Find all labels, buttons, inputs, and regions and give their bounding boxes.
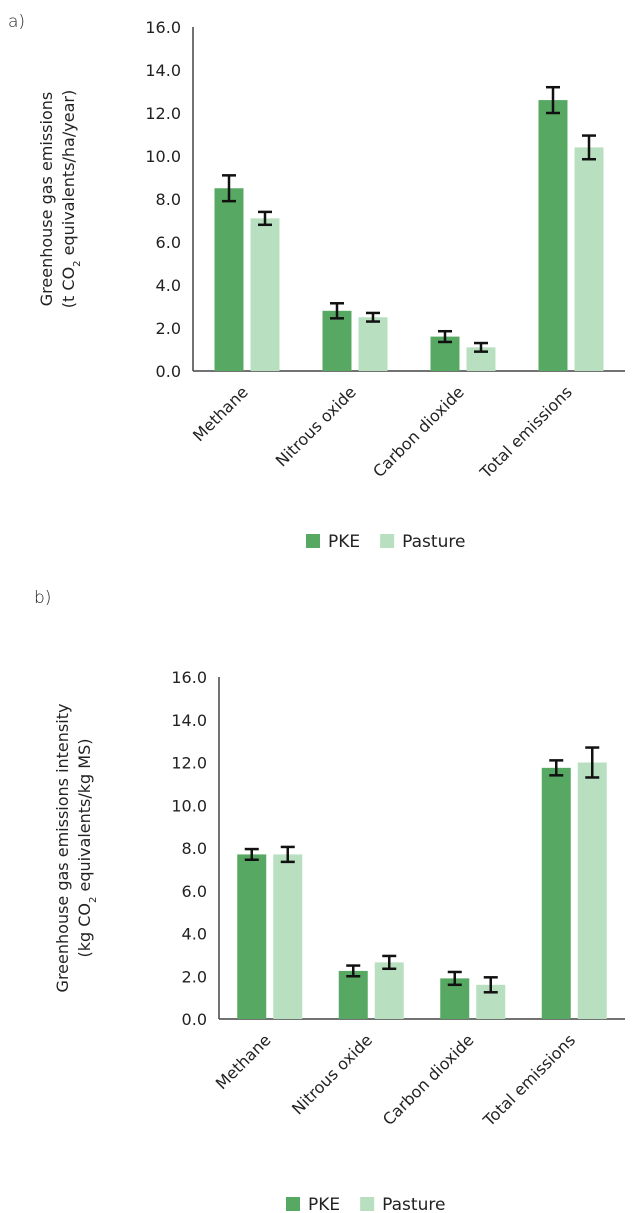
y-tick-label: 6.0: [182, 882, 207, 901]
legend-label-pke: PKE: [308, 1195, 340, 1213]
legend-label-pasture: Pasture: [382, 1195, 445, 1213]
x-category-label: Methane: [189, 382, 252, 445]
x-category-label: Total emissions: [479, 1030, 579, 1130]
bar-pke: [322, 310, 352, 371]
y-tick-label: 0.0: [182, 1010, 207, 1029]
y-tick-label: 10.0: [171, 796, 207, 815]
y-tick-label: 14.0: [145, 61, 181, 80]
y-tick-label: 12.0: [145, 104, 181, 123]
bar-pasture: [273, 854, 303, 1019]
x-category-label: Total emissions: [476, 382, 576, 482]
panel-label: a): [8, 12, 26, 32]
bar-chart-b: 0.0 2.0 4.0 6.0 8.0 10.0 12.0 14.0 16.0 Greenhous…: [53, 668, 625, 1213]
y-tick-label: 8.0: [156, 190, 181, 209]
y-tick-label: 2.0: [156, 319, 181, 338]
x-category-label: Nitrous oxide: [272, 382, 360, 470]
y-tick-label: 14.0: [171, 711, 207, 730]
x-category-label: Carbon dioxide: [369, 382, 468, 481]
y-axis-label-units: (t CO2 equivalents/ha/year): [59, 90, 83, 308]
bar-pke: [338, 970, 368, 1019]
y-tick-label: 6.0: [156, 233, 181, 252]
y-axis-label: Greenhouse gas emissions intensity: [53, 704, 72, 993]
y-tick-label: 16.0: [145, 18, 181, 37]
bar-pke: [541, 767, 571, 1019]
y-tick-label: 10.0: [145, 147, 181, 166]
bar-pke: [237, 854, 267, 1019]
x-category-label: Methane: [212, 1030, 275, 1093]
y-tick-label: 16.0: [171, 668, 207, 687]
y-tick-label: 8.0: [182, 839, 207, 858]
panel-label: b): [34, 588, 52, 608]
y-tick-label: 4.0: [156, 276, 181, 295]
y-tick-label: 12.0: [171, 754, 207, 773]
bar-pke: [538, 100, 568, 371]
legend-swatch-pasture: [380, 534, 395, 548]
bar-chart-a: 0.0 2.0 4.0 6.0 8.0 10.0 12.0 14.0 16.0 Greenhous…: [37, 18, 625, 552]
legend-swatch-pasture: [360, 1197, 375, 1211]
legend-label-pasture: Pasture: [402, 532, 465, 552]
bar-pasture: [250, 218, 280, 371]
y-tick-label: 0.0: [156, 362, 181, 381]
bar-pke: [214, 188, 244, 371]
x-category-label: Carbon dioxide: [379, 1030, 478, 1129]
y-axis-label-units: (kg CO2 equivalents/kg MS): [75, 739, 99, 958]
legend-swatch-pke: [306, 534, 320, 548]
bar-pasture: [577, 762, 607, 1019]
bar-pasture: [466, 347, 496, 371]
y-axis-label: Greenhouse gas emissions: [37, 92, 56, 306]
legend-label-pke: PKE: [328, 532, 360, 552]
y-tick-label: 2.0: [182, 967, 207, 986]
bar-pasture: [358, 317, 388, 371]
chart-panel-b: b) 0.0 2.0 4.0 6.0 8.0 10.0 12.0 14.0 16.0 Greenh…: [0, 580, 635, 1213]
legend-swatch-pke: [286, 1197, 300, 1211]
bar-pasture: [374, 962, 404, 1019]
chart-panel-a: a) 0.0 2.0 4.0 6.0 8.0 10.0 12.0 14.0 16.0 Greenh…: [0, 0, 635, 600]
bar-pasture: [574, 147, 604, 371]
x-category-label: Nitrous oxide: [288, 1030, 376, 1118]
y-tick-label: 4.0: [182, 925, 207, 944]
